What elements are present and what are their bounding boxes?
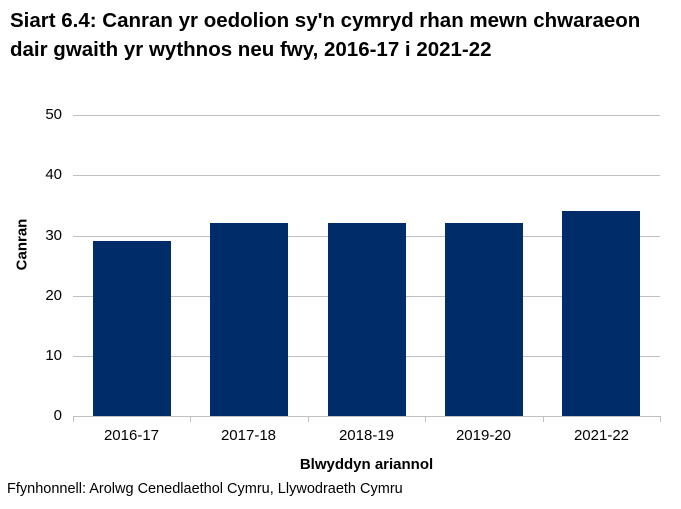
x-axis-line (73, 416, 660, 417)
bar (444, 223, 523, 416)
y-tick-label: 50 (45, 106, 62, 123)
y-tick-label: 10 (45, 347, 62, 364)
x-tick-mark (425, 416, 426, 422)
x-tick-mark (660, 416, 661, 422)
x-tick-label: 2019-20 (455, 427, 512, 444)
bar (327, 223, 406, 416)
y-tick-label: 20 (45, 287, 62, 304)
gridline (73, 115, 660, 116)
x-tick-label: 2016-17 (103, 427, 160, 444)
y-tick-label: 30 (45, 227, 62, 244)
chart-title: Siart 6.4: Canran yr oedolion sy'n cymry… (10, 9, 641, 61)
y-tick-label: 40 (45, 166, 62, 183)
x-tick-mark (190, 416, 191, 422)
x-axis-title: Blwyddyn ariannol (299, 456, 434, 473)
bar (210, 223, 289, 416)
x-tick-label: 2017-18 (220, 427, 277, 444)
x-tick-mark (543, 416, 544, 422)
y-tick-label: 0 (53, 407, 62, 424)
x-tick-label: 2018-19 (338, 427, 395, 444)
x-tick-mark (73, 416, 74, 422)
plot-area (73, 115, 660, 416)
source-note: Ffynhonnell: Arolwg Cenedlaethol Cymru, … (7, 481, 403, 497)
y-axis-title: Canran (13, 218, 31, 271)
bar (92, 241, 171, 416)
x-tick-mark (308, 416, 309, 422)
gridline (73, 175, 660, 176)
x-tick-label: 2021-22 (573, 427, 630, 444)
bar (562, 211, 641, 416)
